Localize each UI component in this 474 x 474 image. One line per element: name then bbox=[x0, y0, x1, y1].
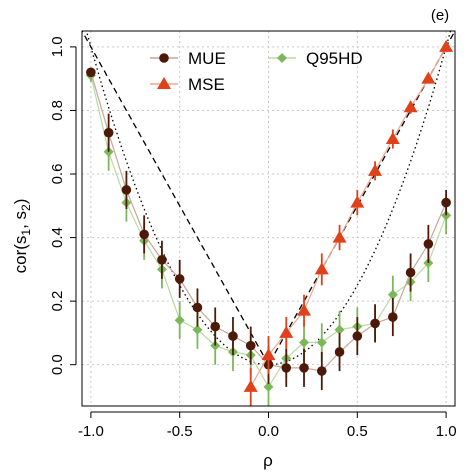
point-q95hd-5 bbox=[174, 315, 185, 326]
point-mue-7 bbox=[210, 321, 221, 332]
panel-label: (e) bbox=[431, 7, 449, 24]
point-mue-11 bbox=[281, 363, 292, 373]
point-q95hd-17 bbox=[387, 289, 398, 300]
point-mse-3 bbox=[297, 303, 312, 316]
point-mue-9 bbox=[245, 340, 256, 351]
point-mue-6 bbox=[192, 302, 203, 313]
legend-label-q95hd: Q95HD bbox=[306, 49, 363, 68]
point-mse-7 bbox=[368, 163, 383, 176]
point-mue-3 bbox=[139, 229, 149, 240]
y-tick-label-0: 0.0 bbox=[49, 354, 66, 375]
point-mue-17 bbox=[388, 312, 398, 322]
point-mue-2 bbox=[121, 185, 132, 195]
point-mue-8 bbox=[228, 331, 238, 341]
point-mse-10 bbox=[421, 71, 436, 84]
reference-curve-square bbox=[85, 31, 452, 366]
x-axis-title: ρ bbox=[263, 451, 273, 470]
legend: MUE MSE Q95HD bbox=[150, 49, 363, 94]
y-tick-label-3: 0.6 bbox=[49, 164, 66, 185]
point-mue-20 bbox=[441, 197, 451, 208]
legend-marker-mue bbox=[159, 53, 169, 63]
y-axis-title: cor(s1, s2) bbox=[11, 199, 33, 274]
point-mue-18 bbox=[405, 267, 416, 278]
point-mue-0 bbox=[86, 67, 96, 78]
point-q95hd-10 bbox=[263, 381, 274, 392]
point-mue-19 bbox=[423, 239, 434, 249]
reference-curves bbox=[82, 31, 455, 367]
x-tick-label-2: 0.0 bbox=[258, 423, 279, 440]
series-mse bbox=[243, 39, 454, 406]
point-mue-14 bbox=[334, 347, 345, 357]
point-mse-4 bbox=[314, 262, 329, 275]
series-mue bbox=[86, 67, 451, 391]
point-mse-0 bbox=[243, 379, 258, 392]
point-mse-8 bbox=[385, 132, 400, 145]
x-tick-label-4: 1.0 bbox=[436, 423, 457, 440]
point-mue-12 bbox=[299, 363, 309, 373]
point-q95hd-12 bbox=[299, 337, 310, 348]
point-mue-15 bbox=[352, 331, 363, 341]
reference-curve-abs bbox=[82, 31, 455, 367]
legend-entry-q95hd: Q95HD bbox=[268, 49, 363, 68]
x-tick-label-0: -1.0 bbox=[78, 423, 104, 440]
point-q95hd-6 bbox=[192, 324, 203, 335]
point-mse-5 bbox=[332, 230, 347, 243]
point-q95hd-13 bbox=[316, 337, 327, 348]
y-tick-label-5: 1.0 bbox=[49, 36, 66, 57]
point-mse-2 bbox=[279, 325, 294, 338]
point-mse-9 bbox=[403, 100, 418, 113]
point-mue-5 bbox=[174, 274, 185, 284]
plot-frame bbox=[81, 30, 456, 407]
x-tick-label-3: 0.5 bbox=[347, 423, 368, 440]
point-mse-1 bbox=[261, 348, 276, 361]
y-tick-label-1: 0.2 bbox=[49, 291, 66, 312]
series-layer bbox=[85, 39, 454, 406]
legend-entry-mse: MSE bbox=[150, 75, 225, 94]
legend-entry-mue: MUE bbox=[150, 49, 226, 68]
point-mse-11 bbox=[439, 39, 454, 52]
point-mue-16 bbox=[370, 318, 380, 329]
point-mse-6 bbox=[350, 195, 365, 208]
legend-marker-q95hd bbox=[277, 53, 287, 63]
legend-label-mse: MSE bbox=[188, 75, 225, 94]
legend-marker-mse bbox=[157, 77, 171, 89]
point-mue-13 bbox=[316, 366, 327, 376]
point-q95hd-14 bbox=[334, 324, 345, 335]
axes: -1.0 -0.5 0.0 0.5 1.0 0.0 0.2 0.4 0.6 0.8 1.0 bbox=[49, 36, 457, 440]
x-tick-label-1: -0.5 bbox=[167, 423, 193, 440]
y-tick-label-2: 0.4 bbox=[49, 227, 66, 248]
point-mue-1 bbox=[103, 127, 114, 138]
point-mue-4 bbox=[157, 255, 167, 265]
legend-label-mue: MUE bbox=[188, 49, 226, 68]
y-tick-label-4: 0.8 bbox=[49, 100, 66, 121]
